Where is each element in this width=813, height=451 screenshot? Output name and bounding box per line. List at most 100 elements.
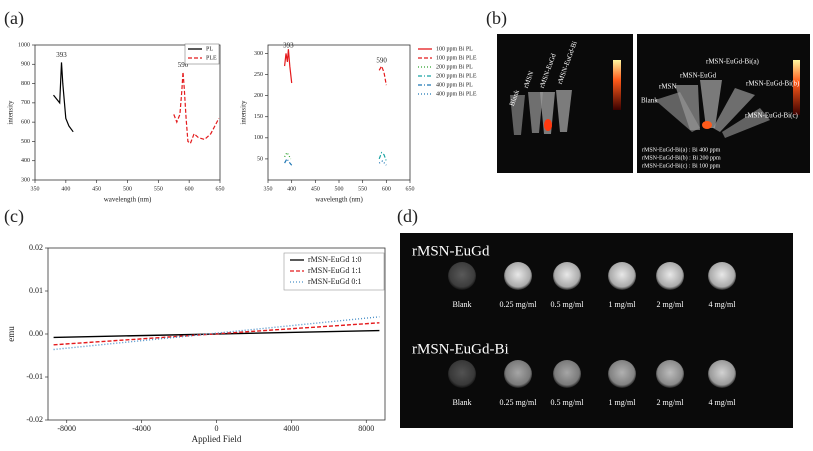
concentration-label: 4 mg/ml: [709, 398, 737, 407]
x-axis-label: Applied Field: [192, 434, 242, 444]
series-line: [284, 157, 293, 166]
sample-spot: [708, 262, 736, 290]
tube-label: rMSN-EuGd-Bi(a): [706, 58, 760, 66]
x-tick-label: 500: [335, 186, 344, 192]
sample-spot: [553, 262, 581, 290]
series-line: [53, 316, 380, 351]
x-axis-label: wavelength (nm): [315, 196, 363, 204]
y-tick-label: 200: [254, 93, 263, 99]
series-line: [284, 151, 292, 160]
tube-label: rMSN-EuGd-Bi(c): [745, 112, 799, 120]
y-tick-label: 300: [21, 177, 30, 183]
panel-label: (d): [397, 206, 418, 227]
legend-label: rMSN-EuGd 1:0: [308, 255, 362, 264]
tube-label: rMSN-EuGd: [680, 72, 717, 80]
legend-label: rMSN-EuGd 0:1: [308, 277, 362, 286]
panel-label: (c): [4, 206, 24, 227]
x-tick-label: 500: [123, 186, 132, 192]
row-title: rMSN-EuGd-Bi: [412, 341, 509, 357]
x-tick-label: 600: [382, 186, 391, 192]
sample-spot: [448, 262, 476, 290]
y-tick-label: 100: [254, 135, 263, 141]
x-tick-label: 650: [216, 186, 225, 192]
x-tick-label: 400: [61, 186, 70, 192]
series-line: [173, 71, 220, 145]
sample-spot: [553, 360, 581, 388]
legend-label: 400 ppm Bi PL: [436, 82, 473, 88]
y-tick-label: 800: [21, 81, 30, 87]
concentration-label: 2 mg/ml: [657, 398, 685, 407]
y-tick-label: 400: [21, 158, 30, 164]
x-tick-label: 450: [92, 186, 101, 192]
note: rMSN-EuGd-Bi(b) : Bi 200 ppm: [642, 154, 721, 161]
concentration-label: Blank: [452, 398, 471, 407]
sample-spot: [504, 262, 532, 290]
y-tick-label: 1000: [18, 42, 30, 48]
y-axis-label: emu: [6, 326, 16, 342]
photo-left: Blank rMSN rMSN-EuGd rMSN-EuGd-Bi: [497, 34, 633, 173]
y-axis-label: intensity: [240, 100, 248, 125]
tube-label: Blank: [641, 97, 658, 105]
x-tick-label: 8000: [358, 424, 374, 433]
sample-spot: [504, 360, 532, 388]
x-tick-label: 450: [311, 186, 320, 192]
legend-label: 400 ppm Bi PLE: [436, 91, 477, 97]
x-tick-label: 600: [185, 186, 194, 192]
y-tick-label: 250: [254, 72, 263, 78]
x-tick-label: 350: [264, 186, 273, 192]
y-tick-label: 300: [254, 51, 263, 57]
panel-label: (a): [4, 8, 24, 29]
series-line: [378, 64, 387, 86]
annotation: 393: [56, 51, 67, 59]
series-line: [378, 151, 387, 162]
x-tick-label: 650: [406, 186, 415, 192]
series-line: [378, 160, 387, 166]
legend-label: rMSN-EuGd 1:1: [308, 266, 362, 275]
concentration-label: 0.5 mg/ml: [551, 398, 585, 407]
concentration-label: 0.5 mg/ml: [551, 300, 585, 309]
x-tick-label: -8000: [57, 424, 76, 433]
x-tick-label: 550: [358, 186, 367, 192]
x-tick-label: 350: [31, 186, 40, 192]
y-tick-label: 150: [254, 114, 263, 120]
sample-spot: [656, 262, 684, 290]
concentration-label: Blank: [452, 300, 471, 309]
concentration-label: 0.25 mg/ml: [500, 300, 538, 309]
x-tick-label: 4000: [283, 424, 299, 433]
annotation: 393: [283, 41, 294, 49]
y-tick-label: 50: [257, 156, 263, 162]
concentration-label: 0.25 mg/ml: [500, 398, 538, 407]
x-tick-label: 550: [154, 186, 163, 192]
plot-frame: [34, 44, 221, 181]
concentration-label: 4 mg/ml: [709, 300, 737, 309]
y-tick-label: 700: [21, 100, 30, 106]
x-axis-label: wavelength (nm): [104, 196, 152, 204]
legend-label: 200 ppm Bi PLE: [436, 73, 477, 79]
photo-mri: rMSN-EuGd Blank 0.25 mg/ml 0.5 mg/ml 1 mg/ml…: [400, 233, 793, 428]
legend-label: 100 ppm Bi PL: [436, 46, 473, 52]
sample-spot: [656, 360, 684, 388]
legend-label: 200 ppm Bi PL: [436, 64, 473, 70]
sample-spot: [448, 360, 476, 388]
y-tick-label: 0.02: [29, 243, 43, 252]
sample-spot: [708, 360, 736, 388]
row-title: rMSN-EuGd: [412, 243, 490, 259]
x-tick-label: -4000: [132, 424, 151, 433]
photo-right: rMSN-EuGd-Bi(a) rMSN-EuGd rMSN Blank rMS…: [637, 34, 810, 173]
annotation: 590: [376, 57, 387, 65]
concentration-label: 1 mg/ml: [609, 300, 637, 309]
concentration-label: 2 mg/ml: [657, 300, 685, 309]
legend-label: PL: [206, 46, 213, 52]
y-tick-label: -0.01: [26, 372, 43, 381]
annotation: 590: [178, 61, 189, 69]
series-line: [284, 49, 293, 84]
concentration-label: 1 mg/ml: [609, 398, 637, 407]
sample-spot: [608, 360, 636, 388]
y-axis-label: intensity: [7, 100, 15, 125]
panel-label: (b): [486, 8, 507, 29]
note: rMSN-EuGd-Bi(c) : Bi 100 ppm: [642, 162, 721, 169]
sample-spot: [608, 262, 636, 290]
series-line: [53, 62, 74, 133]
legend-box: [283, 252, 385, 291]
